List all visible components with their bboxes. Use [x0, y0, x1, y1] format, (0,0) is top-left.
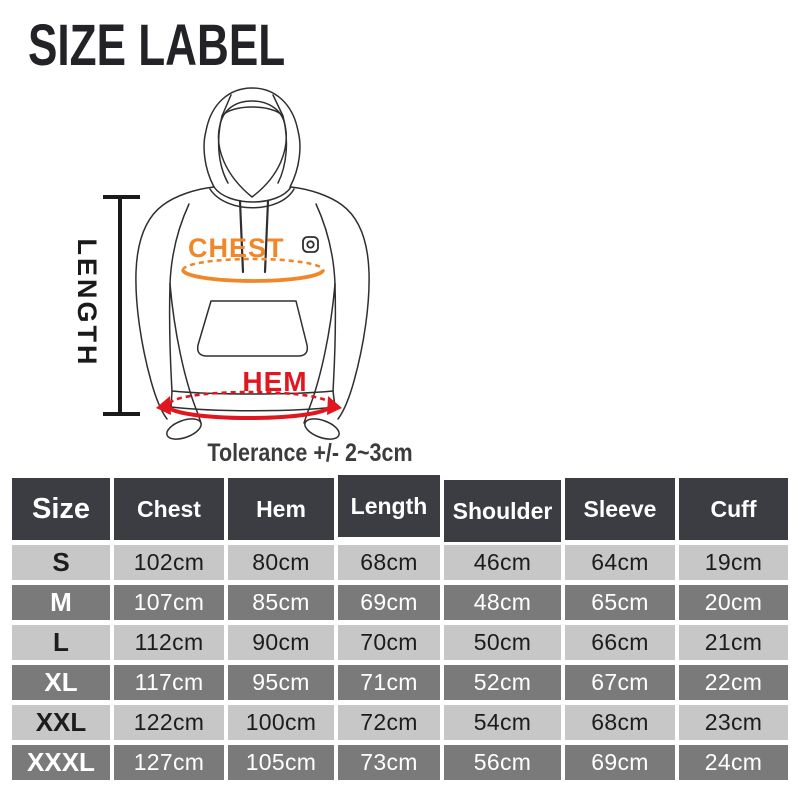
value-cell: 56cm — [444, 745, 561, 780]
value-cell: 65cm — [565, 585, 675, 620]
hem-label: HEM — [242, 366, 307, 397]
size-cell: XXXL — [12, 745, 110, 780]
value-cell: 105cm — [228, 745, 334, 780]
chest-measure-ellipse — [181, 257, 325, 283]
size-cell: XL — [12, 665, 110, 700]
length-label: LENGTH — [72, 239, 102, 368]
value-cell: 48cm — [444, 585, 561, 620]
header-cell-hem: Hem — [228, 478, 334, 540]
header-cell-chest: Chest — [114, 478, 224, 540]
hoodie-outline — [135, 87, 370, 440]
value-cell: 24cm — [679, 745, 788, 780]
size-cell: L — [12, 625, 110, 660]
value-cell: 71cm — [338, 665, 440, 700]
value-cell: 90cm — [228, 625, 334, 660]
header-cell-shoulder: Shoulder — [444, 480, 561, 542]
kangaroo-pocket — [196, 300, 309, 357]
page-title: SIZE LABEL — [28, 13, 286, 78]
tolerance-note: Tolerance +/- 2~3cm — [207, 439, 413, 467]
value-cell: 54cm — [444, 705, 561, 740]
value-cell: 69cm — [338, 585, 440, 620]
value-cell: 70cm — [338, 625, 440, 660]
value-cell: 127cm — [114, 745, 224, 780]
value-cell: 52cm — [444, 665, 561, 700]
size-table: Size Chest Hem Length Shoulder Sleeve Cu… — [12, 475, 788, 780]
value-cell: 112cm — [114, 625, 224, 660]
value-cell: 67cm — [565, 665, 675, 700]
value-cell: 23cm — [679, 705, 788, 740]
value-cell: 100cm — [228, 705, 334, 740]
chest-label: CHEST — [188, 233, 285, 263]
value-cell: 64cm — [565, 545, 675, 580]
value-cell: 66cm — [565, 625, 675, 660]
header-cell-size: Size — [12, 478, 110, 540]
drawstrings — [238, 199, 270, 274]
value-cell: 102cm — [114, 545, 224, 580]
hood — [203, 87, 301, 209]
value-cell: 21cm — [679, 625, 788, 660]
value-cell: 117cm — [114, 665, 224, 700]
header-cell-sleeve: Sleeve — [565, 478, 675, 540]
value-cell: 122cm — [114, 705, 224, 740]
value-cell: 69cm — [565, 745, 675, 780]
hem-measure-ellipse — [156, 390, 342, 420]
value-cell: 50cm — [444, 625, 561, 660]
header-cell-length: Length — [338, 475, 440, 537]
value-cell: 46cm — [444, 545, 561, 580]
value-cell: 107cm — [114, 585, 224, 620]
value-cell: 68cm — [338, 545, 440, 580]
size-cell: M — [12, 585, 110, 620]
power-button-icon — [302, 236, 319, 253]
value-cell: 68cm — [565, 705, 675, 740]
value-cell: 85cm — [228, 585, 334, 620]
header-cell-cuff: Cuff — [679, 478, 788, 540]
length-dimension-line — [103, 195, 140, 416]
value-cell: 22cm — [679, 665, 788, 700]
value-cell: 19cm — [679, 545, 788, 580]
size-cell: S — [12, 545, 110, 580]
size-cell: XXL — [12, 705, 110, 740]
value-cell: 73cm — [338, 745, 440, 780]
value-cell: 20cm — [679, 585, 788, 620]
value-cell: 80cm — [228, 545, 334, 580]
value-cell: 72cm — [338, 705, 440, 740]
value-cell: 95cm — [228, 665, 334, 700]
